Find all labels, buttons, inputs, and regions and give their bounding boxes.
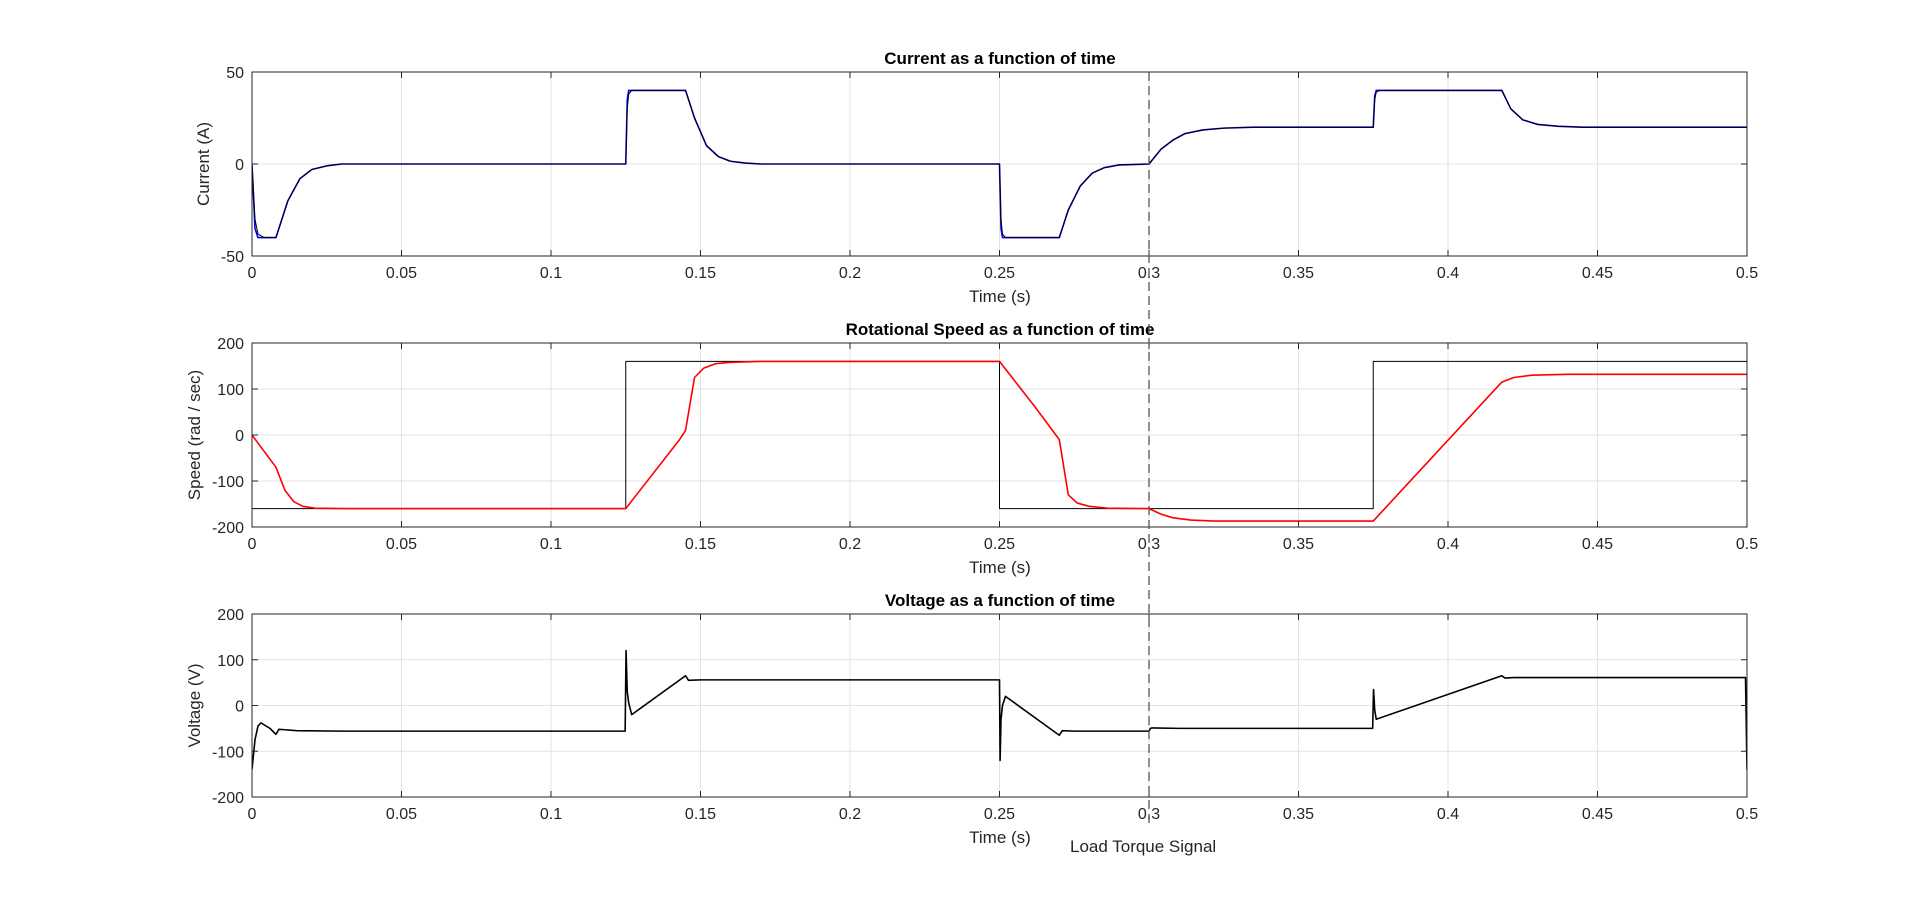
y-axis-label: Current (A) [194, 122, 213, 206]
x-tick-label: 0.35 [1283, 806, 1314, 823]
x-tick-label: 0.45 [1582, 265, 1613, 282]
x-tick-label: 0.25 [984, 806, 1015, 823]
x-tick-label: 0.45 [1582, 536, 1613, 553]
subplot-title: Rotational Speed as a function of time [846, 320, 1155, 339]
y-axis-label: Voltage (V) [185, 663, 204, 747]
x-tick-label: 0.1 [540, 536, 562, 553]
series-line-1 [252, 360, 1747, 510]
y-tick-label: 200 [217, 336, 244, 353]
series-line-2 [252, 360, 1747, 522]
y-tick-label: -100 [212, 744, 244, 761]
x-tick-label: 0.2 [839, 536, 861, 553]
y-tick-label: 100 [217, 382, 244, 399]
y-tick-label: 0 [235, 699, 244, 716]
subplot-1: 0 0.05 0.1 0.15 0.2 0.25 0.3 0.35 0.4 0.45 0.5-500… [194, 49, 1758, 306]
x-tick-label: 0.2 [839, 265, 861, 282]
series-line-2 [252, 89, 1747, 239]
series-group [252, 649, 1747, 770]
x-axis-label: Time (s) [969, 558, 1031, 577]
x-tick-label: 0.35 [1283, 536, 1314, 553]
load-torque-label: Load Torque Signal [1070, 837, 1216, 856]
x-tick-label: 0.1 [540, 806, 562, 823]
x-tick-label: 0.5 [1736, 265, 1758, 282]
x-tick-label: 0.4 [1437, 536, 1459, 553]
y-tick-label: 200 [217, 607, 244, 624]
x-axis-label: Time (s) [969, 287, 1031, 306]
y-tick-label: -50 [221, 249, 244, 266]
x-tick-label: 0.35 [1283, 265, 1314, 282]
y-tick-label: -200 [212, 790, 244, 807]
subplots: 0 0.05 0.1 0.15 0.2 0.25 0.3 0.35 0.4 0.45 0.5-500… [185, 49, 1758, 847]
x-tick-label: 0.3 [1138, 536, 1160, 553]
y-tick-label: 0 [235, 157, 244, 174]
x-tick-label: 0.15 [685, 265, 716, 282]
x-tick-label: 0.2 [839, 806, 861, 823]
series-line-1 [252, 649, 1747, 770]
subplot-3: 0 0.05 0.1 0.15 0.2 0.25 0.3 0.35 0.4 0.45 0.5-200… [185, 591, 1758, 847]
series-group [252, 360, 1747, 522]
y-tick-label: 50 [226, 65, 244, 82]
series-group [252, 89, 1747, 239]
x-tick-label: 0.15 [685, 806, 716, 823]
x-tick-label: 0.05 [386, 536, 417, 553]
x-tick-label: 0 [248, 806, 257, 823]
x-tick-label: 0.4 [1437, 265, 1459, 282]
y-tick-label: 100 [217, 653, 244, 670]
x-tick-label: 0.25 [984, 536, 1015, 553]
y-tick-label: 0 [235, 428, 244, 445]
y-tick-label: -100 [212, 474, 244, 491]
x-tick-label: 0.5 [1736, 536, 1758, 553]
x-tick-label: 0 [248, 265, 257, 282]
x-tick-label: 0.45 [1582, 806, 1613, 823]
subplot-title: Current as a function of time [884, 49, 1115, 68]
x-tick-label: 0.25 [984, 265, 1015, 282]
x-tick-label: 0.05 [386, 265, 417, 282]
x-tick-label: 0.15 [685, 536, 716, 553]
x-tick-label: 0.1 [540, 265, 562, 282]
y-axis-label: Speed (rad / sec) [185, 370, 204, 500]
x-tick-label: 0 [248, 536, 257, 553]
x-tick-label: 0.05 [386, 806, 417, 823]
y-tick-label: -200 [212, 520, 244, 537]
subplot-title: Voltage as a function of time [885, 591, 1115, 610]
x-axis-label: Time (s) [969, 828, 1031, 847]
subplot-2: 0 0.05 0.1 0.15 0.2 0.25 0.3 0.35 0.4 0.45 0.5 -200… [185, 320, 1758, 577]
x-tick-label: 0.4 [1437, 806, 1459, 823]
x-tick-label: 0.5 [1736, 806, 1758, 823]
